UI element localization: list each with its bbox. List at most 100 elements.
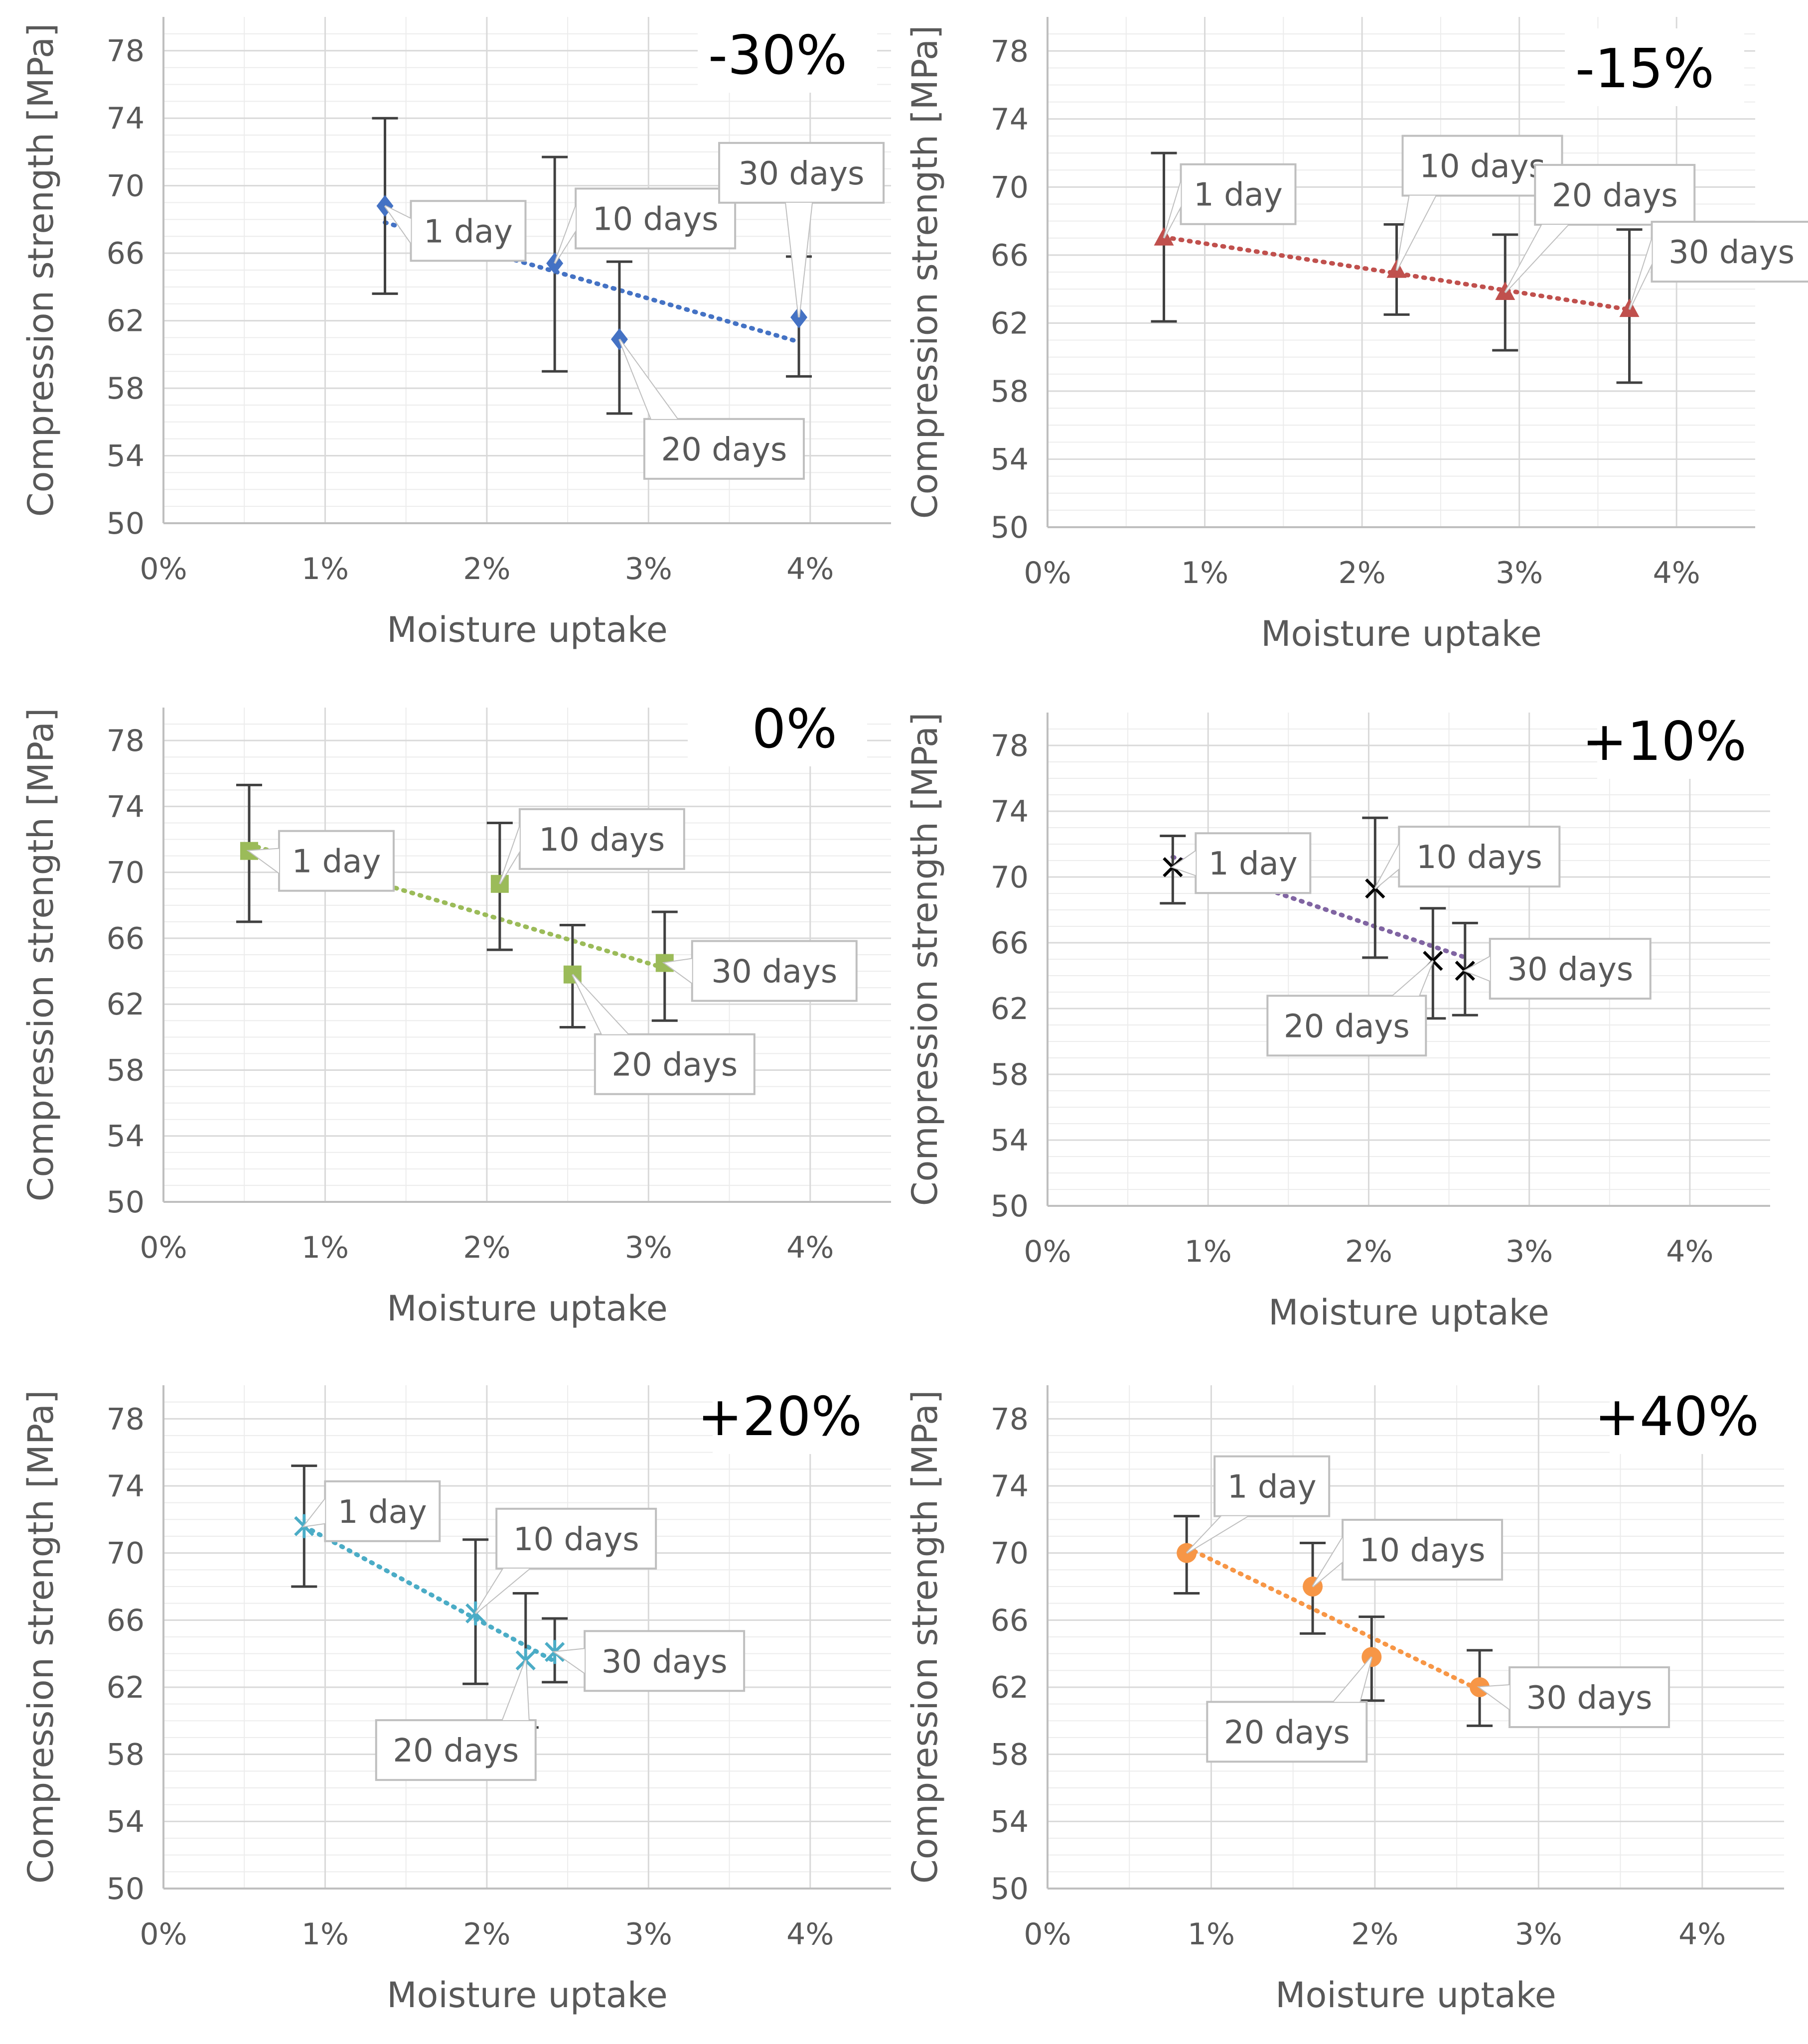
panel-title: -15%: [1575, 38, 1714, 100]
x-tick-label: 3%: [1496, 556, 1543, 590]
x-tick-label: 4%: [1666, 1234, 1713, 1269]
callout-label: 10 days: [513, 1521, 639, 1558]
y-axis-title: Compression strength [MPa]: [904, 25, 945, 519]
y-tick-label: 58: [107, 1053, 145, 1088]
callout-1-day: 1 day: [1186, 1455, 1331, 1554]
callout-20-days: 20 days: [1504, 163, 1696, 293]
callout-10-days: 10 days: [1374, 826, 1561, 889]
y-tick-label: 58: [991, 1057, 1029, 1092]
y-axis-title: Compression strength [MPa]: [20, 1390, 61, 1884]
callout-20-days: 20 days: [618, 338, 805, 480]
callout-label: 20 days: [611, 1047, 738, 1084]
callout-label: 10 days: [539, 822, 665, 859]
callout-20-days: 20 days: [1206, 1656, 1373, 1763]
y-tick-label: 74: [991, 794, 1029, 829]
x-tick-label: 0%: [140, 1230, 187, 1265]
y-tick-label: 70: [991, 170, 1029, 205]
chart-svg: 50 54 58 62 66 70 74 78 0% 1% 2% 3% 4% Moisture uptak…: [20, 15, 891, 650]
y-tick-label: 78: [107, 724, 145, 758]
x-axis-title: Moisture uptake: [1275, 1975, 1556, 2016]
callout-label: 10 days: [1416, 839, 1542, 876]
y-tick-label: 50: [107, 1872, 145, 1906]
chart-svg: 50 54 58 62 66 70 74 78 0% 1% 2% 3% 4% Moisture uptak…: [20, 689, 891, 1329]
x-tick-label: 0%: [1024, 1917, 1071, 1952]
panel-title: -30%: [708, 24, 847, 87]
callout-label: 1 day: [1208, 846, 1298, 882]
x-tick-label: 0%: [1024, 556, 1071, 590]
y-tick-label: 70: [991, 860, 1029, 895]
callout-10-days: 10 days: [1312, 1519, 1504, 1588]
x-tick-label: 1%: [1185, 1234, 1232, 1269]
y-tick-label: 54: [107, 439, 145, 474]
x-tick-label: 1%: [1181, 556, 1228, 590]
y-tick-label: 58: [107, 371, 145, 406]
x-tick-label: 1%: [301, 1917, 349, 1952]
y-tick-label: 62: [107, 304, 145, 339]
trendline: [382, 220, 801, 344]
callout-1-day: 1 day: [1170, 832, 1312, 894]
y-tick-label: 78: [991, 729, 1029, 763]
y-tick-label: 74: [107, 101, 145, 136]
panel-title-background: [713, 1376, 892, 1454]
callout-label: 20 days: [393, 1733, 519, 1769]
y-tick-label: 62: [107, 987, 145, 1022]
trendline: [1184, 1545, 1482, 1693]
chart-panel-minus-15: 50 54 58 62 66 70 74 78 0% 1% 2% 3% 4% Moisture uptak…: [904, 0, 1808, 681]
x-tick-label: 0%: [1024, 1234, 1071, 1269]
callout-30-days: 30 days: [1463, 938, 1652, 1000]
panel-title-background: [1565, 28, 1744, 106]
x-axis-title: Moisture uptake: [1268, 1292, 1549, 1333]
panel-title-background: [1610, 1376, 1789, 1454]
y-tick-label: 50: [991, 1189, 1029, 1224]
callout-30-days: 30 days: [1477, 1666, 1670, 1728]
panel-title: +20%: [697, 1386, 862, 1448]
x-axis-title: Moisture uptake: [1261, 613, 1542, 654]
y-axis-title: Compression strength [MPa]: [904, 713, 945, 1206]
x-tick-label: 4%: [786, 552, 834, 586]
y-tick-label: 66: [107, 921, 145, 956]
y-tick-label: 54: [991, 1123, 1029, 1158]
y-tick-label: 74: [107, 789, 145, 824]
y-tick-label: 66: [991, 1603, 1029, 1638]
panel-title: +10%: [1582, 711, 1747, 773]
y-tick-label: 58: [991, 374, 1029, 409]
x-tick-label: 3%: [625, 1230, 672, 1265]
y-tick-label: 50: [107, 506, 145, 541]
x-tick-label: 4%: [786, 1230, 834, 1265]
y-tick-label: 54: [991, 1804, 1029, 1839]
callout-label: 30 days: [1526, 1680, 1653, 1717]
x-tick-label: 2%: [1345, 1234, 1392, 1269]
chart-panel-plus-10: 50 54 58 62 66 70 74 78 0% 1% 2% 3% 4% Moisture uptak…: [904, 681, 1808, 1361]
callout-20-days: 20 days: [572, 974, 755, 1095]
callout-label: 1 day: [292, 844, 381, 880]
callout-label: 30 days: [1668, 234, 1795, 271]
x-tick-label: 3%: [1515, 1917, 1562, 1952]
y-tick-label: 74: [107, 1469, 145, 1504]
y-tick-label: 66: [991, 926, 1029, 961]
panel-title-background: [698, 15, 877, 93]
x-tick-label: 3%: [625, 1917, 672, 1952]
y-tick-label: 62: [107, 1670, 145, 1705]
x-tick-label: 3%: [625, 552, 672, 586]
y-tick-label: 54: [107, 1119, 145, 1154]
error-bar-1-day: [1160, 835, 1186, 905]
callout-label: 30 days: [739, 155, 865, 192]
callout-label: 30 days: [1507, 951, 1633, 988]
y-tick-label: 74: [991, 102, 1029, 137]
callout-label: 10 days: [1419, 148, 1545, 185]
y-tick-label: 78: [107, 1402, 145, 1437]
callout-30-days: 30 days: [718, 142, 885, 318]
y-axis-title: Compression strength [MPa]: [20, 708, 61, 1202]
callout-1-day: 1 day: [246, 830, 395, 892]
y-axis-title: Compression strength [MPa]: [20, 23, 61, 517]
chart-panel-minus-30: 50 54 58 62 66 70 74 78 0% 1% 2% 3% 4% Moisture uptak…: [0, 0, 904, 681]
x-tick-label: 0%: [140, 1917, 187, 1952]
callout-label: 1 day: [1227, 1469, 1317, 1506]
x-tick-label: 1%: [301, 552, 349, 586]
callout-20-days: 20 days: [1266, 960, 1434, 1057]
y-tick-label: 66: [107, 236, 145, 271]
x-tick-label: 2%: [1339, 556, 1386, 590]
callout-label: 1 day: [338, 1494, 427, 1531]
chart-panel-zero: 50 54 58 62 66 70 74 78 0% 1% 2% 3% 4% Moisture uptak…: [0, 681, 904, 1361]
x-tick-label: 1%: [1188, 1917, 1235, 1952]
